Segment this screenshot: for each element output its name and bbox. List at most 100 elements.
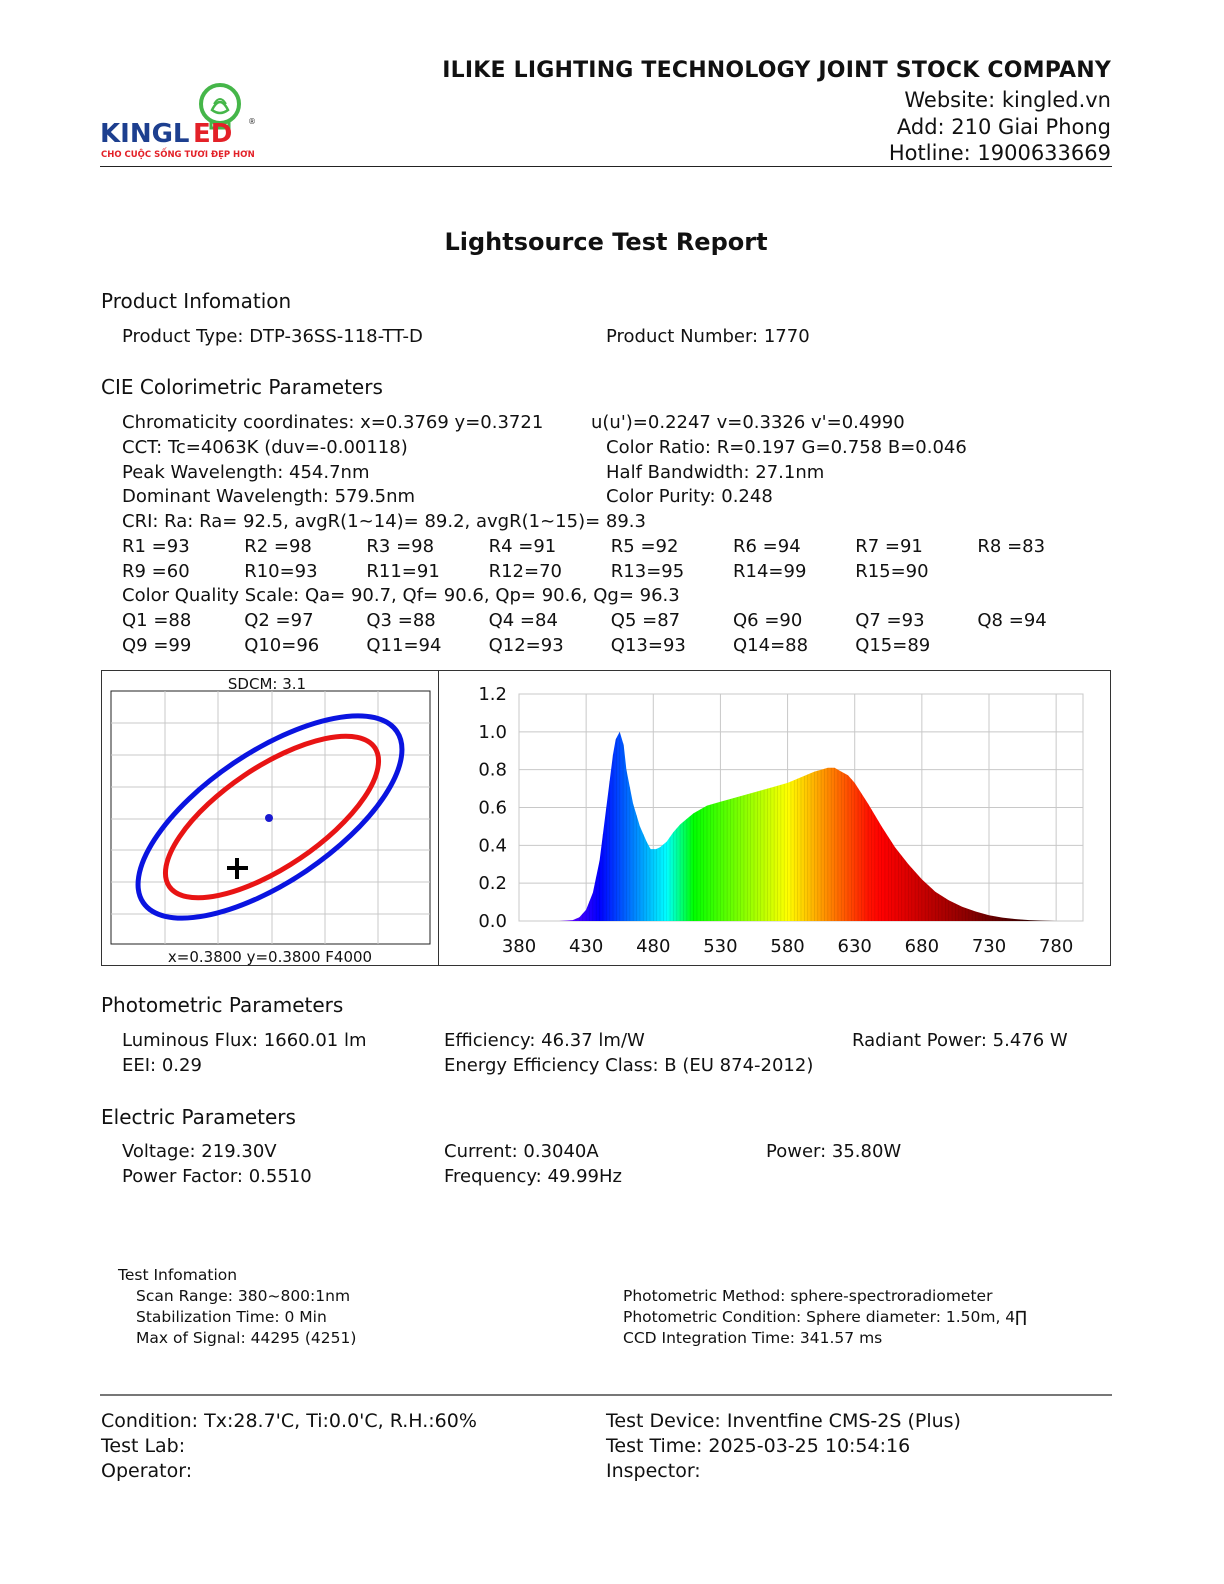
chromaticity-coordinates: Chromaticity coordinates: x=0.3769 y=0.3… <box>122 412 544 433</box>
header-divider <box>100 166 1112 167</box>
chart-divider <box>438 671 439 965</box>
x-tick-label: 630 <box>838 936 872 957</box>
y-tick-label: 1.0 <box>478 722 507 743</box>
measured-point-cross-icon <box>227 858 248 879</box>
sdcm-grid <box>111 691 430 944</box>
sdcm-inner-ellipse <box>162 733 382 901</box>
cri-summary: CRI: Ra: Ra= 92.5, avgR(1~14)= 89.2, avg… <box>122 511 646 532</box>
photometric-method: Photometric Method: sphere-spectroradiom… <box>623 1287 993 1305</box>
cie-heading: CIE Colorimetric Parameters <box>101 375 383 399</box>
sdcm-center-dot <box>265 814 273 822</box>
x-tick-label: 530 <box>703 936 737 957</box>
stabilization-time: Stabilization Time: 0 Min <box>136 1308 327 1326</box>
r-value: R7 =91 <box>855 536 923 557</box>
report-title: Lightsource Test Report <box>444 228 768 256</box>
q-value: Q13=93 <box>610 634 686 656</box>
q-value: Q11=94 <box>366 634 442 656</box>
footer-divider <box>100 1394 1112 1396</box>
company-address: Add: 210 Giai Phong <box>896 115 1111 139</box>
test-device: Test Device: Inventfine CMS-2S (Plus) <box>606 1410 961 1432</box>
company-name: ILIKE LIGHTING TECHNOLOGY JOINT STOCK CO… <box>442 58 1111 83</box>
radiant-power: Radiant Power: 5.476 W <box>852 1030 1068 1051</box>
dominant-wavelength: Dominant Wavelength: 579.5nm <box>122 486 416 507</box>
q-value: Q5 =87 <box>610 610 681 631</box>
x-tick-label: 580 <box>770 936 804 957</box>
x-tick-label: 480 <box>636 936 670 957</box>
x-tick-label: 730 <box>972 936 1006 957</box>
q-value: Q4 =84 <box>488 610 558 631</box>
r-value: R10=93 <box>244 560 318 582</box>
x-tick-label: 780 <box>1039 936 1073 957</box>
ccd-integration-time: CCD Integration Time: 341.57 ms <box>623 1329 883 1347</box>
r-value: R12=70 <box>488 560 562 582</box>
y-tick-label: 1.2 <box>478 684 507 705</box>
y-tick-label: 0.0 <box>478 911 507 932</box>
scan-range: Scan Range: 380~800:1nm <box>136 1287 351 1305</box>
registered-mark: ® <box>248 117 256 126</box>
voltage: Voltage: 219.30V <box>122 1141 277 1162</box>
q-value: Q8 =94 <box>977 610 1047 631</box>
current: Current: 0.3040A <box>444 1141 599 1162</box>
r-value: R1 =93 <box>122 536 190 557</box>
q-value: Q10=96 <box>244 634 320 656</box>
r-value: R2 =98 <box>244 536 312 557</box>
y-tick-label: 0.8 <box>478 760 507 781</box>
q-value: Q7 =93 <box>855 610 925 631</box>
peak-wavelength: Peak Wavelength: 454.7nm <box>122 462 370 483</box>
luminous-flux: Luminous Flux: 1660.01 lm <box>122 1030 367 1051</box>
test-condition: Condition: Tx:28.7'C, Ti:0.0'C, R.H.:60% <box>101 1410 477 1432</box>
y-tick-label: 0.6 <box>478 798 507 819</box>
logo-brand-left: KINGL <box>100 119 190 149</box>
photometric-heading: Photometric Parameters <box>101 993 344 1017</box>
inspector: Inspector: <box>606 1460 701 1482</box>
logo-tagline: CHO CUỘC SỐNG TƯƠI ĐẸP HƠN <box>101 147 255 160</box>
q-value: Q3 =88 <box>366 610 436 631</box>
q-value: Q1 =88 <box>122 610 192 631</box>
test-info-heading: Test Infomation <box>118 1266 238 1284</box>
color-ratio: Color Ratio: R=0.197 G=0.758 B=0.046 <box>606 437 967 458</box>
sdcm-outer-ellipse <box>135 713 405 921</box>
cct: CCT: Tc=4063K (duv=-0.00118) <box>122 437 408 458</box>
r-value: R4 =91 <box>488 536 557 557</box>
sdcm-ellipse-chart: SDCM: 3.1 x=0.3800 y=0.3800 F4000 <box>110 675 431 965</box>
q-value: Q12=93 <box>488 634 564 656</box>
logo-brand-right: ED <box>193 119 232 149</box>
photometric-condition: Photometric Condition: Sphere diameter: … <box>623 1308 1027 1326</box>
spectral-power-chart: 0.0 0.2 0.4 0.6 0.8 1.0 1.2 380 430 480 530 580 630 6… <box>478 684 1084 957</box>
half-bandwidth: Half Bandwidth: 27.1nm <box>606 462 825 483</box>
r-value: R14=99 <box>733 560 807 582</box>
test-time: Test Time: 2025-03-25 10:54:16 <box>606 1435 911 1457</box>
r-value: R9 =60 <box>122 560 190 582</box>
y-tick-label: 0.4 <box>478 835 507 856</box>
r-value: R11=91 <box>366 560 440 582</box>
company-hotline: Hotline: 1900633669 <box>888 141 1111 165</box>
uv-coordinates: u(u')=0.2247 v=0.3326 v'=0.4990 <box>591 412 905 433</box>
power: Power: 35.80W <box>766 1141 902 1162</box>
q-value: Q14=88 <box>733 634 809 656</box>
power-factor: Power Factor: 0.5510 <box>122 1166 312 1187</box>
q-value: Q6 =90 <box>733 610 803 631</box>
q-value: Q15=89 <box>855 634 931 656</box>
frequency: Frequency: 49.99Hz <box>444 1166 622 1187</box>
r-value: R5 =92 <box>610 536 679 557</box>
electric-heading: Electric Parameters <box>101 1105 296 1129</box>
x-tick-label: 380 <box>502 936 536 957</box>
max-signal: Max of Signal: 44295 (4251) <box>136 1329 357 1347</box>
company-website: Website: kingled.vn <box>904 88 1111 112</box>
sdcm-reference-label: x=0.3800 y=0.3800 F4000 <box>168 948 372 965</box>
spd-area <box>519 731 1057 921</box>
r-value: R13=95 <box>610 560 685 582</box>
cqs-summary: Color Quality Scale: Qa= 90.7, Qf= 90.6,… <box>122 585 680 606</box>
r-value: R8 =83 <box>977 536 1046 557</box>
q-value: Q2 =97 <box>244 610 314 631</box>
operator: Operator: <box>101 1460 193 1482</box>
sdcm-title: SDCM: 3.1 <box>228 675 306 693</box>
q-value: Q9 =99 <box>122 634 192 656</box>
product-heading: Product Infomation <box>101 289 292 313</box>
r-value: R6 =94 <box>733 536 801 557</box>
r-value: R15=90 <box>855 560 929 582</box>
test-lab: Test Lab: <box>101 1435 186 1457</box>
color-purity: Color Purity: 0.248 <box>606 486 773 507</box>
x-tick-label: 680 <box>905 936 939 957</box>
charts-panel: SDCM: 3.1 x=0.3800 y=0.3800 F4000 0.0 0.2… <box>101 670 1111 966</box>
